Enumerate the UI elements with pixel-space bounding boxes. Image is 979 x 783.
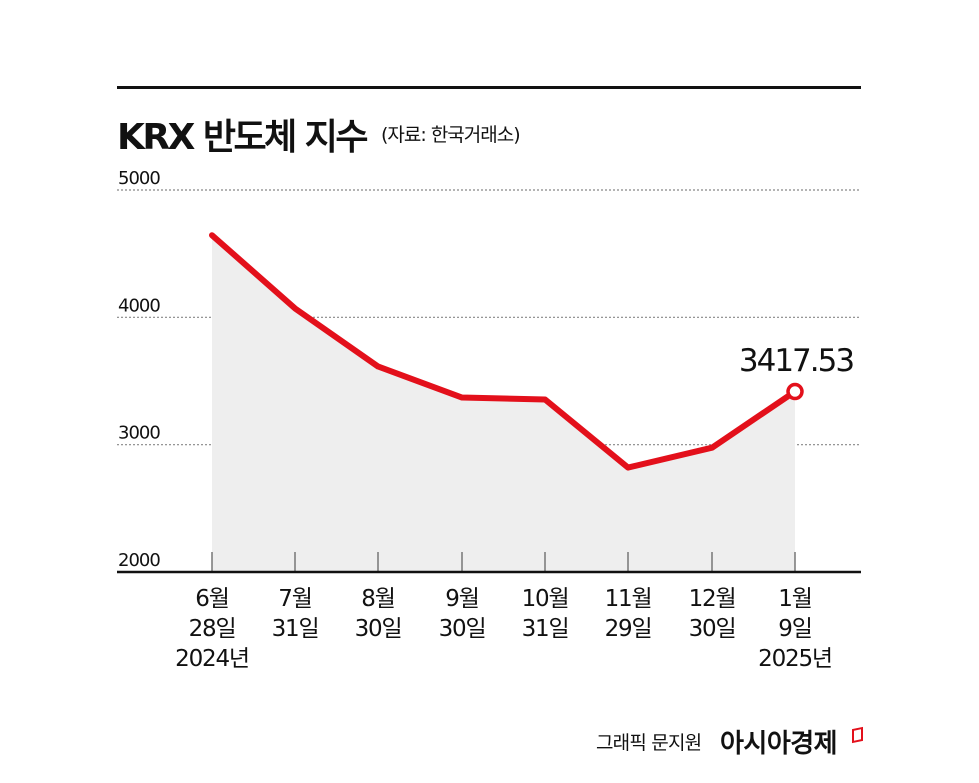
- x-label-line: 6월: [195, 586, 230, 612]
- x-tick-label: 9월 30일: [407, 584, 517, 644]
- x-label-line: 30일: [688, 616, 737, 642]
- brand-logo-text: 아시아경제: [720, 729, 838, 759]
- brand-mark-icon: [852, 726, 863, 744]
- x-axis-ticks: [211, 552, 796, 572]
- y-tick-label: 3000: [118, 423, 160, 444]
- x-label-line: 7월: [278, 586, 313, 612]
- x-label-line: 9일: [778, 616, 813, 642]
- x-label-line: 12월: [688, 586, 737, 612]
- x-label-line: 31일: [521, 616, 570, 642]
- end-point-marker: [786, 382, 804, 401]
- x-label-line: 30일: [354, 616, 403, 642]
- x-label-line: 2025년: [758, 646, 833, 672]
- chart-title: KRX 반도체 지수: [117, 117, 369, 158]
- x-label-line: 1월: [778, 586, 813, 612]
- x-label-line: 29일: [604, 616, 653, 642]
- x-label-line: 30일: [438, 616, 487, 642]
- x-tick-label: 6월 28일 2024년: [157, 584, 267, 674]
- x-label-line: 8월: [361, 586, 396, 612]
- area-fill: [212, 235, 795, 572]
- x-label-line: 28일: [188, 616, 237, 642]
- x-label-line: 9월: [445, 586, 480, 612]
- x-tick-label: 12월 30일: [657, 584, 767, 644]
- graphic-credit: 그래픽 문지원: [596, 732, 702, 754]
- top-rule: [117, 86, 861, 89]
- x-tick-label: 1월 9일 2025년: [740, 584, 850, 674]
- x-tick-label: 11월 29일: [573, 584, 683, 644]
- x-label-line: 31일: [271, 616, 320, 642]
- x-tick-label: 10월 31일: [490, 584, 600, 644]
- end-value-label: 3417.53: [739, 343, 853, 379]
- x-label-line: 10월: [521, 586, 570, 612]
- y-axis-labels: 2000 3000 4000 5000: [118, 168, 161, 571]
- y-tick-label: 4000: [118, 295, 160, 316]
- y-tick-label: 2000: [118, 550, 160, 571]
- x-label-line: 2024년: [175, 646, 250, 672]
- chart-source: (자료: 한국거래소): [381, 124, 521, 146]
- data-line: [209, 232, 798, 471]
- x-label-line: 11월: [604, 586, 653, 612]
- x-tick-label: 7월 31일: [240, 584, 350, 644]
- x-tick-label: 8월 30일: [323, 584, 433, 644]
- y-tick-label: 5000: [118, 168, 160, 189]
